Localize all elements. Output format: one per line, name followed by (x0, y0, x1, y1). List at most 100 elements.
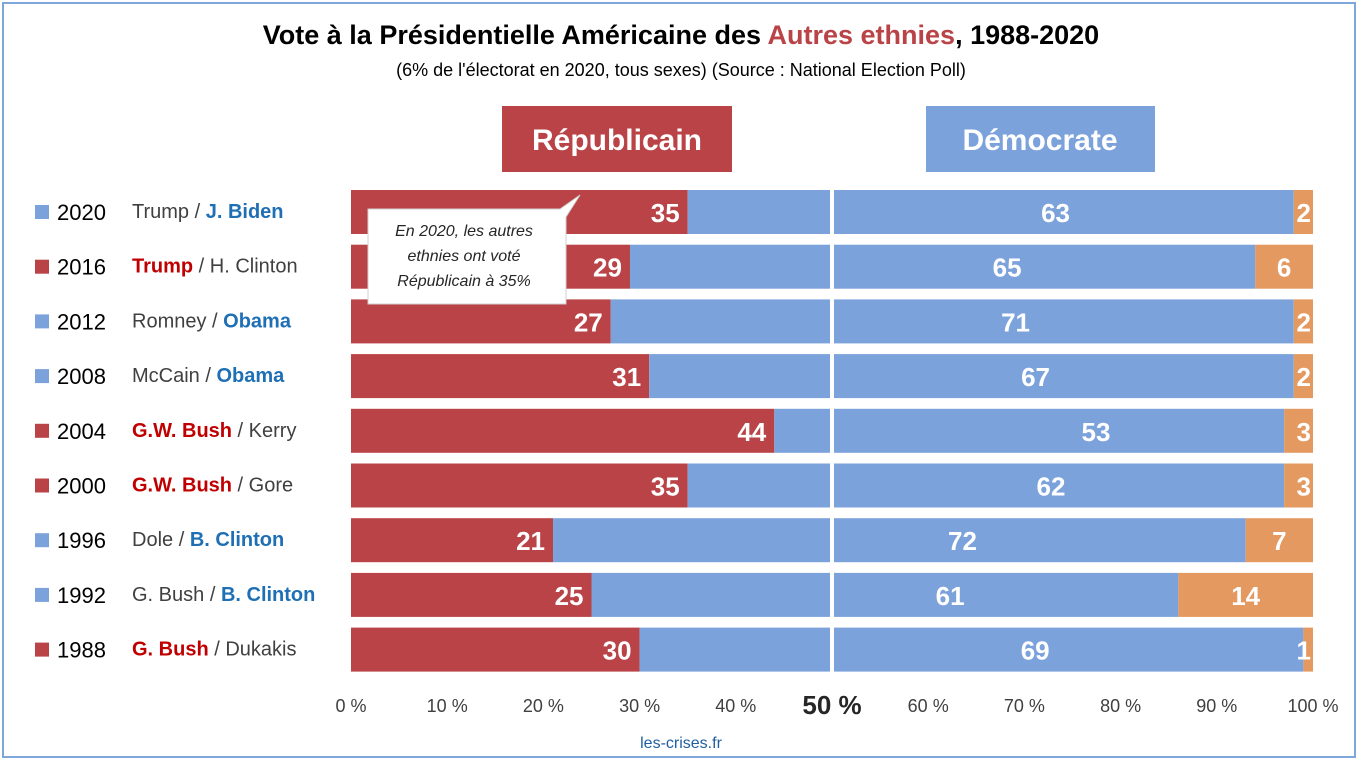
year-label-2016: 2016 (57, 255, 106, 280)
bar-other-2000 (1284, 463, 1313, 508)
candidate-rep: G. Bush (132, 584, 204, 606)
candidate-rep: Romney (132, 310, 206, 332)
value-other-1996: 7 (1272, 526, 1286, 556)
header-democrat-box (926, 106, 1155, 172)
legend-marker-2008 (35, 369, 49, 384)
candidate-sep: / (173, 529, 190, 551)
legend-marker-2012 (35, 314, 49, 329)
candidates-1992: G. Bush / B. Clinton (132, 584, 315, 606)
legend-marker-2020 (35, 205, 49, 219)
year-label-1988: 1988 (57, 638, 106, 663)
value-other-2016: 6 (1277, 253, 1291, 283)
annotation-line-2: ethnies ont voté (408, 248, 521, 265)
value-dem-2020: 63 (1041, 198, 1070, 228)
x-tick-100: 100 % (1287, 696, 1338, 716)
bar-dem-2012 (610, 299, 1294, 344)
candidate-sep: / (204, 584, 221, 606)
bar-rep-1992 (351, 572, 592, 617)
legend-marker-2004 (35, 423, 49, 438)
annotation-line-3: Républicain à 35% (397, 273, 530, 290)
candidate-sep: / (189, 201, 206, 223)
candidate-dem: Obama (216, 365, 285, 387)
value-dem-1996: 72 (948, 526, 977, 556)
bar-rep-2000 (351, 463, 688, 508)
x-tick-60: 60 % (908, 696, 949, 716)
candidate-sep: / (200, 365, 217, 387)
candidate-rep: G.W. Bush (132, 420, 232, 442)
candidate-dem: J. Biden (206, 201, 284, 223)
value-dem-1988: 69 (1021, 636, 1050, 666)
candidates-2020: Trump / J. Biden (132, 201, 284, 223)
year-label-2012: 2012 (57, 309, 106, 334)
value-rep-2004: 44 (737, 417, 766, 447)
legend-marker-1988 (35, 642, 49, 657)
bar-dem-2004 (774, 408, 1285, 453)
bar-rep-1988 (351, 627, 640, 672)
candidate-dem: Gore (249, 475, 293, 497)
bar-dem-1992 (591, 572, 1179, 617)
candidates-2008: McCain / Obama (132, 365, 285, 387)
value-other-2008: 2 (1297, 362, 1311, 392)
title-part1: Vote à la Présidentielle Américaine des (263, 20, 768, 50)
bar-other-2016 (1255, 244, 1313, 289)
bar-dem-2008 (649, 354, 1294, 399)
header-democrat: Démocrate (962, 124, 1117, 157)
bar-rep-1996 (351, 518, 554, 563)
value-other-2020: 2 (1297, 198, 1311, 228)
year-label-2000: 2000 (57, 474, 106, 499)
candidate-rep: McCain (132, 365, 200, 387)
x-tick-80: 80 % (1100, 696, 1141, 716)
value-rep-1992: 25 (555, 581, 584, 611)
candidates-1988: G. Bush / Dukakis (132, 639, 296, 661)
year-label-2020: 2020 (57, 200, 106, 225)
value-dem-2000: 62 (1036, 472, 1065, 502)
value-rep-1988: 30 (603, 636, 632, 666)
header-republican: Républicain (532, 124, 702, 157)
rows: 2020 Trump / J. Biden 2016 Trump / H. Clint… (35, 200, 315, 663)
x-tick-50: 50 % (802, 690, 861, 720)
candidate-rep: Dole (132, 529, 173, 551)
x-tick-90: 90 % (1196, 696, 1237, 716)
legend-marker-1996 (35, 533, 49, 548)
bar-other-1996 (1245, 518, 1313, 563)
bar-rep-2008 (351, 354, 650, 399)
candidate-dem: Obama (223, 310, 292, 332)
bar-dem-2016 (629, 244, 1256, 289)
annotation-line-1: En 2020, les autres (395, 223, 533, 240)
bar-other-2020 (1293, 190, 1313, 234)
legend-marker-2000 (35, 478, 49, 493)
candidate-dem: Dukakis (225, 639, 296, 661)
candidates-2016: Trump / H. Clinton (132, 256, 298, 278)
bar-other-2004 (1284, 408, 1313, 453)
bar-dem-1988 (639, 627, 1304, 672)
candidates-2012: Romney / Obama (132, 310, 292, 332)
candidate-dem: B. Clinton (190, 529, 284, 551)
chart-subtitle: (6% de l'électorat en 2020, tous sexes) … (396, 60, 966, 80)
header-republican-box (502, 106, 732, 172)
annotation-box (367, 194, 581, 305)
candidate-rep: G.W. Bush (132, 475, 232, 497)
value-other-1988: 1 (1297, 636, 1311, 666)
x-tick-20: 20 % (523, 696, 564, 716)
candidate-dem: Kerry (249, 420, 297, 442)
value-dem-1992: 61 (936, 581, 965, 611)
candidate-dem: H. Clinton (210, 256, 298, 278)
value-other-1992: 14 (1231, 581, 1260, 611)
bar-dem-2000 (687, 463, 1285, 508)
bar-rep-2012 (351, 299, 611, 344)
value-rep-2016: 29 (593, 253, 622, 283)
value-rep-1996: 21 (516, 526, 545, 556)
candidate-rep: Trump (132, 256, 193, 278)
candidates-2004: G.W. Bush / Kerry (132, 420, 296, 442)
x-tick-70: 70 % (1004, 696, 1045, 716)
candidate-dem: B. Clinton (221, 584, 315, 606)
candidate-rep: G. Bush (132, 639, 209, 661)
year-label-1992: 1992 (57, 583, 106, 608)
candidates-2000: G.W. Bush / Gore (132, 475, 293, 497)
value-dem-2016: 65 (993, 253, 1022, 283)
bar-dem-2020 (687, 190, 1294, 234)
value-rep-2008: 31 (612, 362, 641, 392)
bar-other-2012 (1293, 299, 1313, 344)
title-part2: , 1988-2020 (955, 20, 1099, 50)
